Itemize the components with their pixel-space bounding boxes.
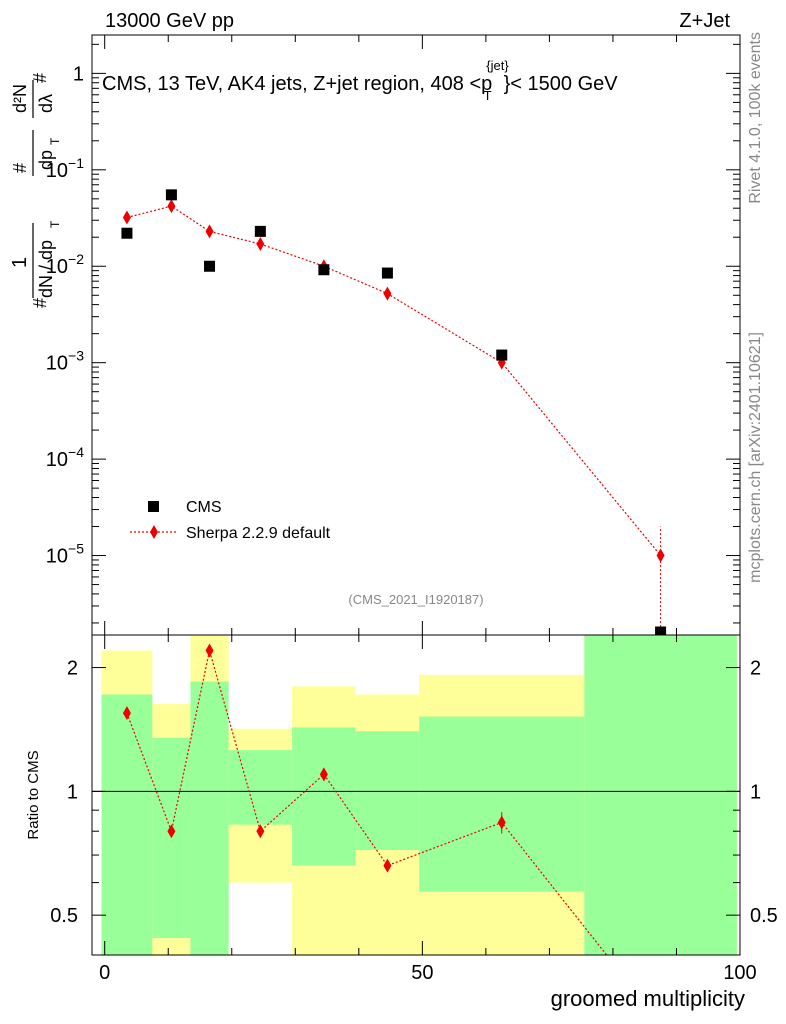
sherpa-point <box>205 224 214 239</box>
ylabel-sub-t-1: T <box>48 220 62 228</box>
main-y-tick-label: 10−1 <box>46 155 84 182</box>
ratio-panel: 0.5 0.5 1 1 2 2 0 50 100 Ratio to CMS groomed mu… <box>25 634 778 1011</box>
sherpa-point <box>256 237 265 252</box>
ylabel-hash-1: # <box>30 298 50 308</box>
ratio-sherpa-point <box>122 706 131 721</box>
plot-title: CMS, 13 TeV, AK4 jets, Z+jet region, 408… <box>102 58 618 103</box>
ylabel-sub-t-2: T <box>48 137 62 145</box>
ratio-frame <box>91 634 741 956</box>
plot-title-sub: T <box>484 88 492 103</box>
ratio-inner-band <box>228 750 293 825</box>
cms-point <box>496 349 508 361</box>
mcplots-label: mcplots.cern.ch [arXiv:2401.10621] <box>747 332 764 583</box>
ylabel-dp: dp <box>36 150 56 170</box>
analysis-watermark: (CMS_2021_I1920187) <box>348 592 483 607</box>
sherpa-point <box>656 548 665 563</box>
main-panel: 1 10−1 10−2 10−3 10−4 10−5 CMS, 13 TeV, AK4 j… <box>9 34 741 638</box>
ylabel-dlambda: dλ <box>36 94 56 113</box>
legend-cms-marker <box>148 501 159 512</box>
ratio-inner-band <box>419 716 585 892</box>
ratio-sherpa-line <box>126 650 608 956</box>
sherpa-point <box>167 199 176 214</box>
ratio-inner-band <box>190 681 229 955</box>
ratio-y-tick-label-right: 0.5 <box>750 905 778 927</box>
legend: CMS Sherpa 2.2.9 default <box>130 499 331 542</box>
ratio-y-tick-label-right: 2 <box>750 658 761 680</box>
ratio-inner-band <box>292 727 356 866</box>
plot-title-sup: {jet} <box>486 58 509 73</box>
plot-title-end: }< 1500 GeV <box>504 73 619 95</box>
main-frame <box>91 34 741 636</box>
header-left: 13000 GeV pp <box>105 10 234 32</box>
ratio-inner-band <box>584 635 737 955</box>
cms-point <box>318 264 330 276</box>
sherpa-point <box>383 286 392 301</box>
legend-cms-label: CMS <box>186 499 222 516</box>
x-tick-label: 50 <box>411 962 433 984</box>
x-axis-label: groomed multiplicity <box>551 986 745 1011</box>
ratio-sherpa-point <box>319 767 328 782</box>
cms-point <box>381 267 393 279</box>
cms-point <box>655 626 667 638</box>
main-y-ticks: 1 10−1 10−2 10−3 10−4 10−5 <box>46 35 741 635</box>
main-y-tick-label: 10−2 <box>46 251 84 278</box>
ratio-inner-band <box>355 731 420 851</box>
cms-point <box>204 260 216 272</box>
x-tick-label: 100 <box>723 962 756 984</box>
ylabel-hash-3: # <box>30 73 50 83</box>
ratio-data-marks <box>92 643 740 956</box>
main-data-marks <box>121 189 667 638</box>
ratio-y-tick-label-left: 2 <box>67 658 78 680</box>
x-tick-label: 0 <box>99 962 110 984</box>
cms-point <box>121 227 133 239</box>
ratio-sherpa-point <box>256 824 265 839</box>
ratio-sherpa-point <box>383 858 392 873</box>
ylabel-numerator-one: 1 <box>9 257 31 268</box>
ylabel-hash-2: # <box>10 163 30 173</box>
ylabel-d2n: d²N <box>10 84 30 113</box>
main-y-axis-label: 1 # dN / dp T # dp T d²N dλ # <box>9 73 62 308</box>
ratio-sherpa-point <box>205 643 214 658</box>
ratio-sherpa-point <box>497 815 506 830</box>
main-y-tick-label: 10−3 <box>46 348 84 375</box>
header-right: Z+Jet <box>679 10 730 32</box>
cms-point <box>254 225 266 237</box>
ylabel-denominator: dN / dp <box>36 240 56 298</box>
ratio-y-axis-label: Ratio to CMS <box>25 750 42 839</box>
ratio-uncertainty-bands <box>101 635 737 955</box>
plot-title-main: CMS, 13 TeV, AK4 jets, Z+jet region, 408… <box>102 73 492 95</box>
sherpa-point <box>122 210 131 225</box>
ratio-y-tick-label-right: 1 <box>750 781 761 803</box>
legend-sherpa-marker <box>150 525 158 539</box>
main-y-tick-label: 10−5 <box>46 541 84 568</box>
sherpa-line <box>126 205 662 556</box>
rivet-version-label: Rivet 4.1.0, 100k events <box>747 32 764 204</box>
ratio-y-tick-label-left: 1 <box>67 781 78 803</box>
ratio-y-tick-label-left: 0.5 <box>50 905 78 927</box>
cms-point <box>165 189 177 201</box>
legend-sherpa-label: Sherpa 2.2.9 default <box>186 525 331 542</box>
main-y-tick-label: 10−4 <box>46 444 84 471</box>
ratio-sherpa-point <box>167 824 176 839</box>
ratio-inner-band <box>101 694 153 955</box>
main-y-tick-label: 1 <box>73 63 84 85</box>
